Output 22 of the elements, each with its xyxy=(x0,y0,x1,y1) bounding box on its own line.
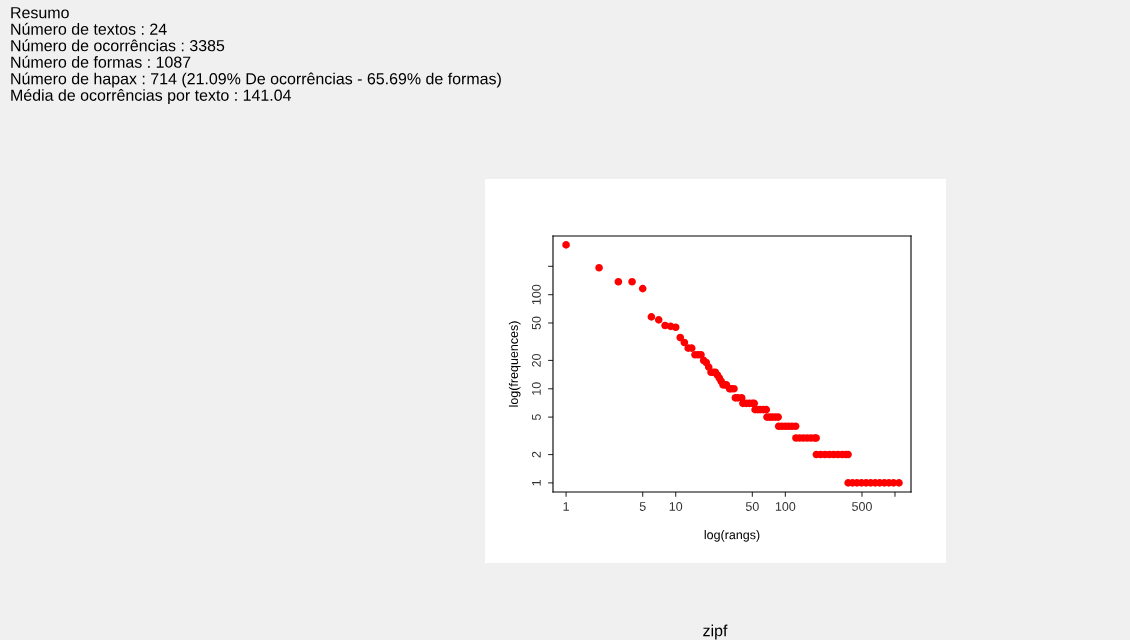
text: Média de ocorrências por texto : 141.04 xyxy=(11,88,291,105)
text: Resumo xyxy=(11,7,69,19)
x-tick-label: 5 xyxy=(639,502,646,511)
y-tick-label: 1 xyxy=(532,480,541,486)
y-tick-label: 2 xyxy=(531,451,541,458)
x-tick-label: 100 xyxy=(775,502,796,511)
x-tick-label: 50 xyxy=(745,502,759,511)
y-axis-title: log(frequences) xyxy=(508,321,521,407)
text: Número de formas : 1087 xyxy=(11,55,191,68)
x-tick-label: 10 xyxy=(669,502,683,511)
y-tick-label: 10 xyxy=(531,382,541,395)
y-tick-label: 20 xyxy=(531,353,541,367)
x-tick-label: 500 xyxy=(852,502,872,511)
x-tick-label: 1 xyxy=(563,502,569,511)
text: zipf xyxy=(703,624,728,640)
text: Número de textos : 24 xyxy=(11,22,167,35)
y-tick-label: 5 xyxy=(532,414,541,421)
y-tick-label: 50 xyxy=(531,316,541,330)
text: Número de hapax : 714 (21.09% De ocorrências - 65.69% de formas) xyxy=(11,72,501,88)
y-tick-label: 100 xyxy=(531,284,541,305)
text: Número de ocorrências : 3385 xyxy=(11,39,225,52)
x-axis-title: log(rangs) xyxy=(704,530,760,542)
